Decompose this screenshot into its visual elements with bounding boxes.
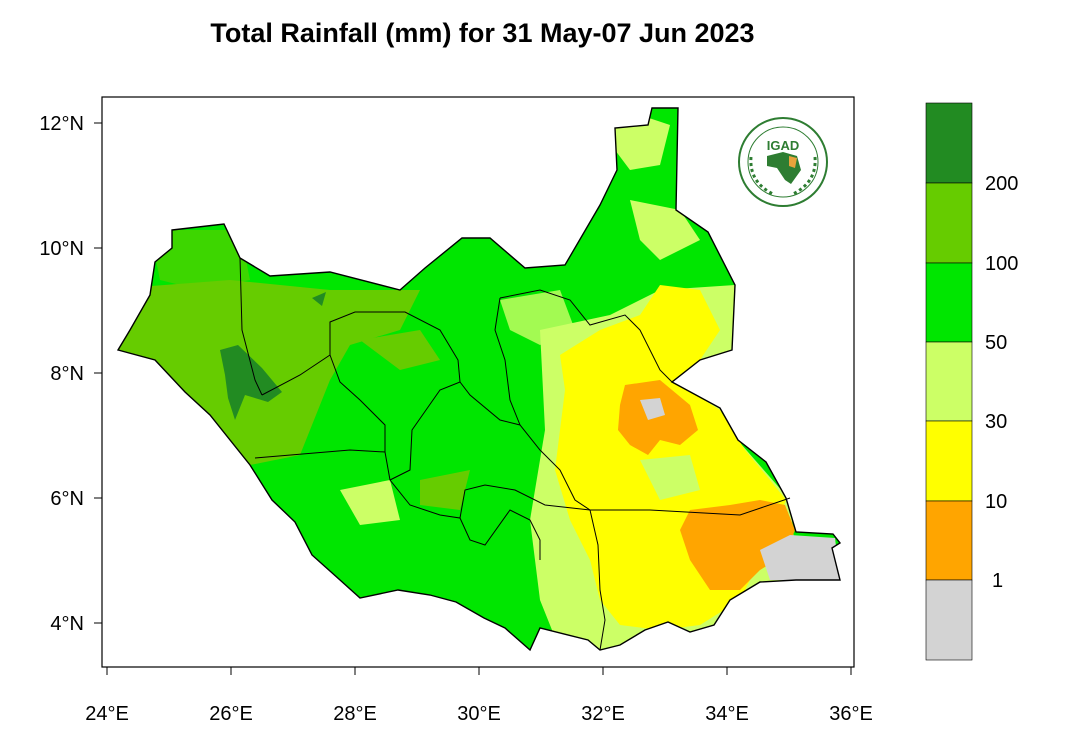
x-tick-label: 32°E xyxy=(581,703,625,725)
legend-label: 10 xyxy=(985,491,1007,513)
x-tick-label: 26°E xyxy=(209,703,253,725)
legend-label: 30 xyxy=(985,411,1007,433)
x-tick-label: 28°E xyxy=(333,703,377,725)
legend-bin-30-50 xyxy=(925,341,973,422)
map-frame xyxy=(101,96,855,668)
legend-colorbar xyxy=(925,102,973,661)
x-tick-label: 36°E xyxy=(829,703,873,725)
legend-label: 200 xyxy=(985,173,1018,195)
legend-bin-lt1 xyxy=(925,579,973,661)
y-tick-label: 6°N xyxy=(50,488,84,510)
x-tick-label: 34°E xyxy=(705,703,749,725)
legend-bin-1-10 xyxy=(925,500,973,581)
legend-bin-50-100 xyxy=(925,262,973,343)
legend-label: 100 xyxy=(985,253,1018,275)
y-tick-label: 8°N xyxy=(50,363,84,385)
x-tick-label: 24°E xyxy=(85,703,129,725)
x-tick-label: 30°E xyxy=(457,703,501,725)
x-axis xyxy=(106,667,852,675)
legend-bin-100-200 xyxy=(925,182,973,264)
legend-label: 1 xyxy=(992,570,1003,592)
igad-logo: IGAD xyxy=(738,117,828,207)
legend-bin-10-30 xyxy=(925,420,973,502)
legend-bin-gt200 xyxy=(925,102,973,184)
legend-label: 50 xyxy=(985,332,1007,354)
y-tick-label: 4°N xyxy=(50,613,84,635)
y-tick-label: 10°N xyxy=(39,238,84,260)
map-title: Total Rainfall (mm) for 31 May-07 Jun 20… xyxy=(210,18,755,48)
y-tick-label: 12°N xyxy=(39,113,84,135)
y-axis xyxy=(94,122,102,624)
state-borders xyxy=(239,257,791,651)
logo-text: IGAD xyxy=(767,138,800,153)
